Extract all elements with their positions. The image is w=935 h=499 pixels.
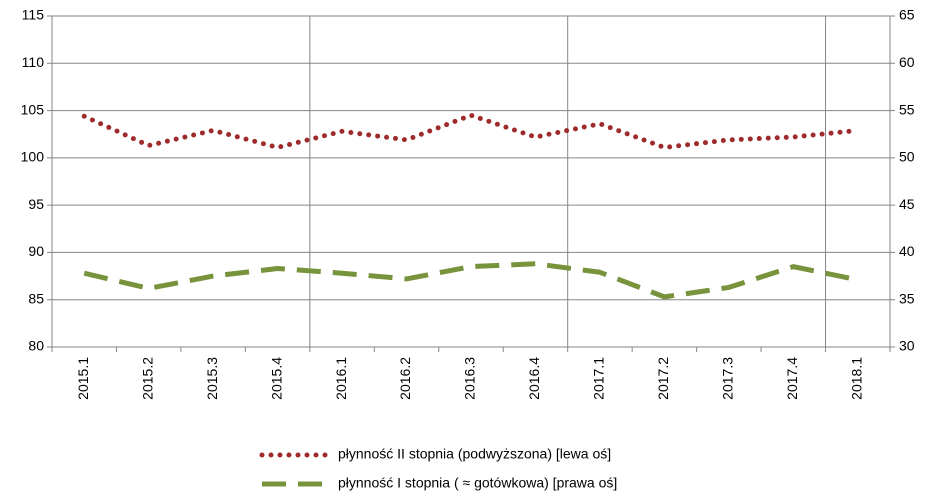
y2-tick-label: 40	[899, 243, 915, 259]
y-tick-label: 95	[28, 196, 44, 212]
x-tick-label: 2015.2	[139, 357, 155, 400]
y2-tick-label: 65	[899, 7, 915, 23]
y2-tick-label: 35	[899, 290, 915, 306]
y-tick-label: 105	[21, 101, 45, 117]
x-tick-label: 2017.4	[784, 357, 800, 400]
y-tick-label: 85	[28, 290, 44, 306]
x-tick-label: 2017.1	[591, 357, 607, 400]
y-tick-label: 80	[28, 338, 44, 354]
legend-label: płynność I stopnia ( ≈ gotówkowa) [prawa…	[338, 475, 617, 491]
x-tick-label: 2016.1	[333, 357, 349, 400]
y2-tick-label: 45	[899, 196, 915, 212]
y2-tick-label: 55	[899, 101, 915, 117]
y-tick-label: 110	[22, 54, 45, 70]
series-line	[81, 112, 861, 150]
plot-frame	[51, 15, 891, 348]
series-line	[83, 261, 859, 300]
y2-tick-label: 30	[899, 338, 915, 354]
y-tick-label: 90	[28, 243, 44, 259]
x-tick-label: 2015.4	[268, 357, 284, 400]
x-tick-label: 2015.1	[75, 357, 91, 400]
y2-tick-label: 50	[899, 149, 915, 165]
y-tick-label: 115	[22, 7, 45, 23]
x-tick-label: 2018.1	[848, 357, 864, 400]
x-tick-label: 2017.2	[655, 357, 671, 400]
y2-tick-label: 60	[899, 54, 915, 70]
x-tick-label: 2015.3	[204, 357, 220, 400]
x-tick-label: 2016.3	[462, 357, 478, 400]
legend-label: płynność II stopnia (podwyższona) [lewa …	[338, 446, 611, 462]
x-tick-label: 2016.4	[526, 357, 542, 400]
x-tick-label: 2017.3	[720, 357, 736, 400]
x-tick-label: 2016.2	[397, 357, 413, 400]
y-tick-label: 100	[21, 149, 45, 165]
